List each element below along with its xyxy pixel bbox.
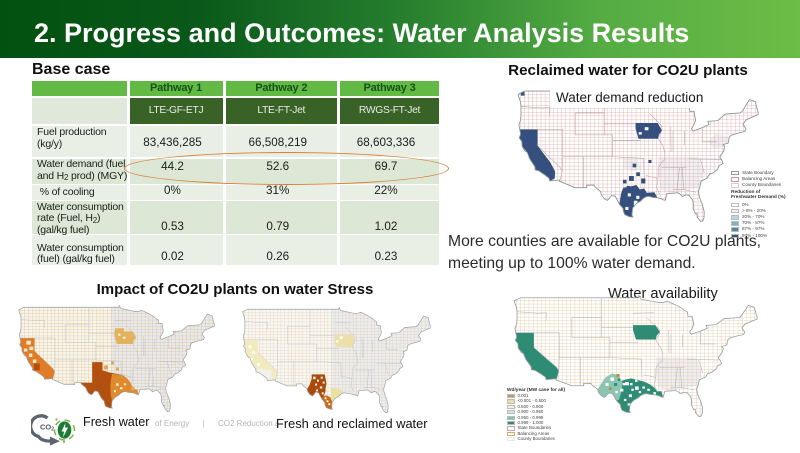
svg-text:CO2: CO2	[40, 423, 54, 433]
